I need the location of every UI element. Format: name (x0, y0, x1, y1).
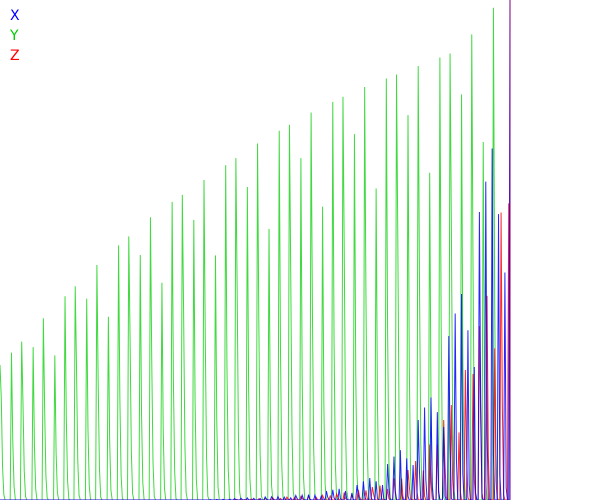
series-line-z (0, 203, 511, 500)
legend-item-y: Y (10, 28, 19, 44)
legend: X Y Z (10, 6, 20, 66)
series-line-x (0, 0, 511, 500)
series-line-y (0, 7, 510, 500)
legend-item-x: X (10, 8, 20, 24)
legend-item-z: Z (10, 48, 20, 64)
